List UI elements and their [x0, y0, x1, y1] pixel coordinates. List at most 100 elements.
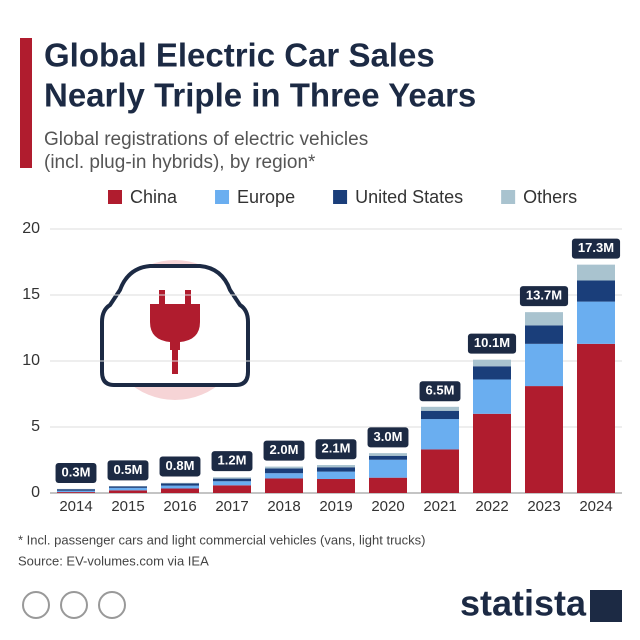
- bar-segment: [577, 301, 615, 344]
- bar-segment: [161, 485, 199, 489]
- bar-segment: [473, 366, 511, 380]
- bar-segment: [473, 359, 511, 367]
- y-tick-label: 20: [22, 220, 40, 237]
- bar-segment: [317, 465, 355, 468]
- x-tick-label: 2023: [527, 498, 560, 515]
- legend-label: Others: [523, 187, 577, 207]
- total-label: 2.1M: [322, 441, 351, 456]
- total-label-box: [263, 440, 305, 461]
- y-tick-label: 5: [31, 418, 40, 435]
- total-label: 0.3M: [62, 464, 91, 479]
- bar-segment: [577, 264, 615, 281]
- bar-segment: [161, 483, 199, 486]
- total-label-box: [159, 456, 201, 477]
- total-label: 3.0M: [374, 429, 403, 444]
- bar-segment: [577, 343, 615, 493]
- bar-segment: [265, 466, 303, 469]
- x-tick-label: 2018: [267, 498, 300, 515]
- bar-segment: [109, 487, 147, 491]
- bar-segment: [317, 479, 355, 493]
- bar-segment: [369, 477, 407, 493]
- bar-segment: [369, 455, 407, 460]
- total-label: 13.7M: [526, 288, 562, 303]
- total-label: 0.5M: [114, 462, 143, 477]
- total-label: 0.8M: [166, 458, 195, 473]
- x-tick-label: 2024: [579, 498, 612, 515]
- total-label-box: [571, 238, 621, 259]
- chart-title: Nearly Triple in Three Years: [44, 77, 476, 114]
- source: Source: EV-volumes.com via IEA: [18, 553, 209, 568]
- chart-subtitle: (incl. plug-in hybrids), by region*: [44, 152, 316, 173]
- bar-segment: [57, 489, 95, 491]
- total-label: 10.1M: [474, 335, 510, 350]
- bar-segment: [317, 467, 355, 472]
- bar-segment: [57, 490, 95, 493]
- footnote: * Incl. passenger cars and light commerc…: [18, 532, 426, 547]
- title-accent: [20, 38, 32, 168]
- y-tick-label: 10: [22, 352, 40, 369]
- x-tick-label: 2015: [111, 498, 144, 515]
- total-label: 1.2M: [218, 453, 247, 468]
- bar-segment: [421, 406, 459, 411]
- y-tick-label: 0: [31, 484, 40, 501]
- bar-segment: [265, 468, 303, 474]
- bar-segment: [525, 325, 563, 344]
- illustration: [100, 260, 250, 400]
- legend-swatch: [501, 190, 516, 204]
- bar-segment: [421, 419, 459, 450]
- total-label-box: [315, 439, 357, 460]
- x-tick-label: 2014: [59, 498, 92, 515]
- bar-segment: [109, 490, 147, 493]
- license-icons: [22, 591, 126, 619]
- total-label-box: [419, 381, 461, 402]
- legend-label: China: [130, 187, 178, 207]
- bar-segment: [473, 413, 511, 493]
- total-label-box: [211, 451, 253, 472]
- bar-segment: [265, 478, 303, 493]
- legend-swatch: [333, 190, 348, 204]
- x-tick-label: 2019: [319, 498, 352, 515]
- bar-segment: [213, 481, 251, 486]
- legend-label: United States: [355, 187, 463, 207]
- bar-segment: [473, 379, 511, 414]
- legend-label: Europe: [237, 187, 295, 207]
- bar-segment: [161, 488, 199, 493]
- legend: China Europe United States Others: [108, 187, 577, 207]
- bar-segment: [57, 492, 95, 493]
- total-label: 6.5M: [426, 383, 455, 398]
- brand-logo: statista: [460, 583, 587, 624]
- bar-segment: [369, 453, 407, 456]
- bar-segment: [317, 471, 355, 480]
- bar-segment: [161, 482, 199, 484]
- total-label-box: [107, 460, 149, 481]
- bar-segment: [265, 473, 303, 479]
- bar-segment: [525, 386, 563, 493]
- chart-title: Global Electric Car Sales: [44, 37, 435, 74]
- bar-segment: [421, 410, 459, 420]
- bar-segment: [525, 343, 563, 387]
- bar-segment: [421, 449, 459, 493]
- total-label-box: [519, 286, 569, 307]
- legend-swatch: [108, 190, 122, 204]
- x-tick-label: 2021: [423, 498, 456, 515]
- x-tick-label: 2017: [215, 498, 248, 515]
- x-tick-label: 2022: [475, 498, 508, 515]
- total-label: 2.0M: [270, 442, 299, 457]
- total-label-box: [467, 333, 517, 354]
- bar-segment: [525, 312, 563, 326]
- bar-segment: [369, 459, 407, 478]
- x-tick-label: 2020: [371, 498, 404, 515]
- brand-icon: [590, 590, 622, 622]
- bar-segment: [213, 485, 251, 493]
- total-label-box: [367, 427, 409, 448]
- bar-segment: [213, 477, 251, 479]
- bar-segment: [577, 280, 615, 302]
- legend-swatch: [215, 190, 230, 204]
- total-label-box: [55, 463, 97, 484]
- total-label: 17.3M: [578, 240, 614, 255]
- chart-subtitle: Global registrations of electric vehicle…: [44, 129, 368, 150]
- x-tick-label: 2016: [163, 498, 196, 515]
- bar-segment: [109, 486, 147, 488]
- bar-segment: [213, 478, 251, 482]
